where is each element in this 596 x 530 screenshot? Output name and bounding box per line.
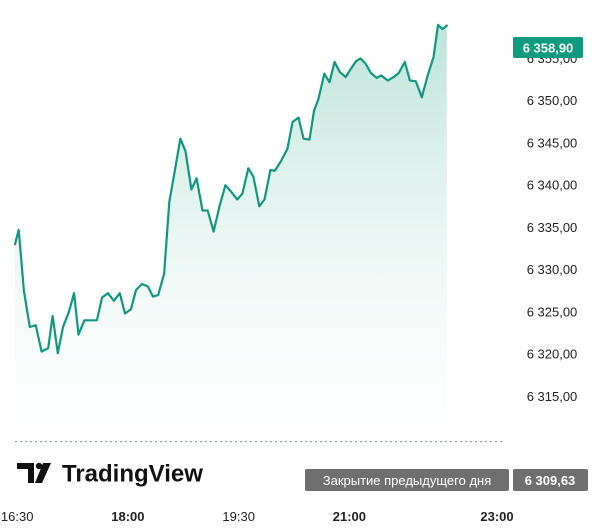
y-tick-label: 6 320,00 xyxy=(527,347,578,362)
y-tick-label: 6 335,00 xyxy=(527,220,578,235)
last-price-badge: 6 358,90 xyxy=(513,37,583,58)
y-axis: 6 355,006 350,006 345,006 340,006 335,00… xyxy=(527,51,578,404)
previous-close-value: 6 309,63 xyxy=(525,473,576,488)
price-line xyxy=(13,23,448,355)
y-tick-label: 6 350,00 xyxy=(527,93,578,108)
tradingview-watermark: TradingView xyxy=(17,461,203,488)
tradingview-logo-icon xyxy=(17,462,51,483)
y-tick-label: 6 340,00 xyxy=(527,178,578,193)
last-price-label: 6 358,90 xyxy=(523,41,574,56)
x-tick-label: 21:00 xyxy=(333,509,366,524)
area-layer xyxy=(15,24,447,461)
x-tick-label: 19:30 xyxy=(222,509,255,524)
price-line-layer xyxy=(13,23,448,355)
y-tick-label: 6 345,00 xyxy=(527,136,578,151)
watermark-text: TradingView xyxy=(62,461,203,488)
previous-close-badges: Закрытие предыдущего дня 6 309,63 xyxy=(305,469,588,491)
last-price-badge-bg xyxy=(513,37,583,58)
previous-close-caption: Закрытие предыдущего дня xyxy=(323,473,492,488)
x-tick-label: 23:00 xyxy=(480,509,513,524)
x-tick-label: 16:30 xyxy=(1,509,34,524)
price-area-fill xyxy=(15,24,447,461)
x-tick-label: 18:00 xyxy=(111,509,144,524)
y-tick-label: 6 315,00 xyxy=(527,389,578,404)
y-tick-label: 6 330,00 xyxy=(527,262,578,277)
previous-close-caption-bg xyxy=(305,469,509,491)
y-tick-label: 6 325,00 xyxy=(527,304,578,319)
x-axis: 16:30 18:00 19:30 21:00 23:00 xyxy=(1,509,514,524)
previous-close-value-bg xyxy=(513,469,588,491)
